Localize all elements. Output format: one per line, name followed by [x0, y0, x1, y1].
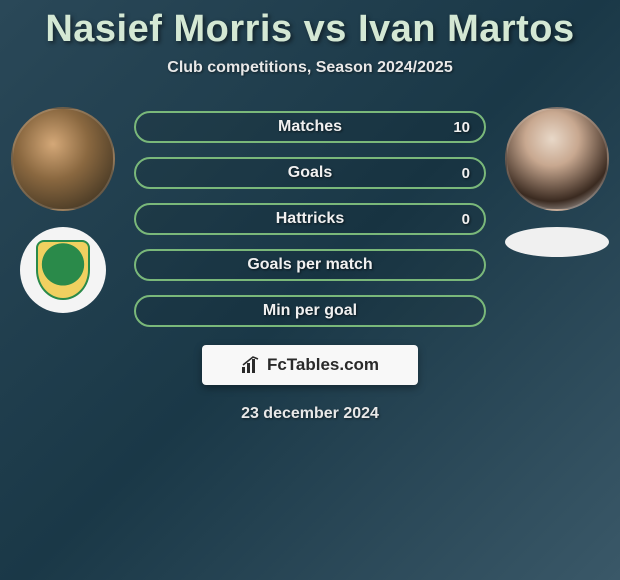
- player1-avatar: [11, 107, 115, 211]
- stat-value-right: 0: [462, 165, 470, 182]
- stat-label: Matches: [278, 118, 342, 136]
- stat-value-right: 10: [453, 119, 470, 136]
- comparison-content: Matches 10 Goals 0 Hattricks 0 Goals per…: [0, 77, 620, 327]
- chart-icon: [241, 356, 261, 374]
- player2-club-badge: [505, 227, 609, 257]
- stat-row-goals: Goals 0: [134, 157, 486, 189]
- brand-watermark: FcTables.com: [202, 345, 418, 385]
- stat-label: Goals per match: [247, 256, 372, 274]
- page-title: Nasief Morris vs Ivan Martos: [0, 0, 620, 51]
- player2-avatar: [505, 107, 609, 211]
- stat-row-min-per-goal: Min per goal: [134, 295, 486, 327]
- stat-value-right: 0: [462, 211, 470, 228]
- stat-row-hattricks: Hattricks 0: [134, 203, 486, 235]
- stat-row-matches: Matches 10: [134, 111, 486, 143]
- date-text: 23 december 2024: [0, 405, 620, 423]
- subtitle: Club competitions, Season 2024/2025: [0, 59, 620, 77]
- stat-label: Goals: [288, 164, 332, 182]
- left-player-column: [8, 107, 118, 313]
- brand-text: FcTables.com: [267, 355, 379, 375]
- stat-label: Min per goal: [263, 302, 357, 320]
- player1-club-badge: [20, 227, 106, 313]
- stat-row-goals-per-match: Goals per match: [134, 249, 486, 281]
- right-player-column: [502, 107, 612, 257]
- stat-label: Hattricks: [276, 210, 344, 228]
- stats-list: Matches 10 Goals 0 Hattricks 0 Goals per…: [118, 111, 502, 327]
